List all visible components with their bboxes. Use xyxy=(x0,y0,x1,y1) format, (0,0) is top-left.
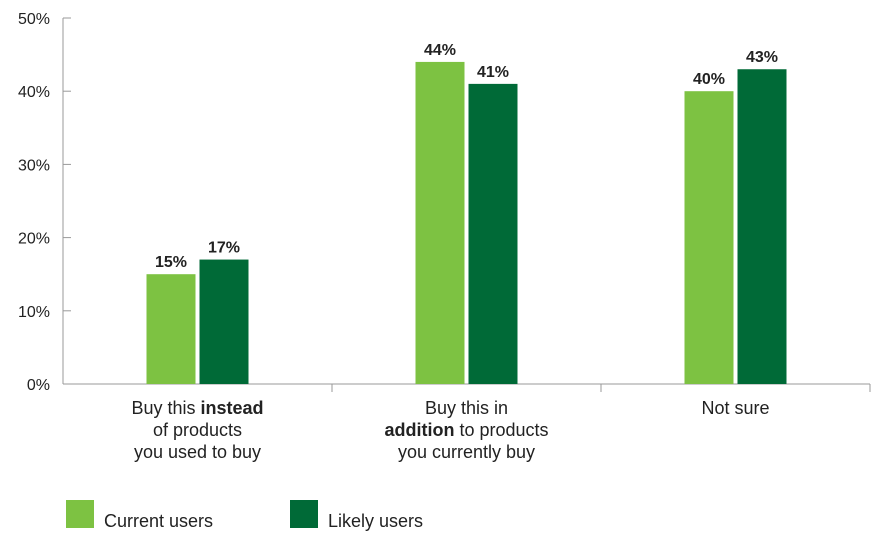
bar-value-label: 40% xyxy=(693,71,725,88)
y-tick-label: 30% xyxy=(18,157,50,174)
y-tick-label: 50% xyxy=(18,11,50,28)
y-tick-label: 0% xyxy=(27,377,50,394)
category-label: addition to products xyxy=(384,420,548,440)
bar xyxy=(684,91,734,384)
legend-label: Likely users xyxy=(328,511,423,531)
chart-legend: Current users Likely users xyxy=(66,500,423,531)
chart-bars xyxy=(146,61,787,385)
legend-label: Current users xyxy=(104,511,213,531)
category-label: of products xyxy=(153,420,242,440)
bar-value-label: 41% xyxy=(477,64,509,81)
chart-data-labels: 15% 17% 44% 41% 40% 43% xyxy=(155,42,778,271)
y-tick-label: 10% xyxy=(18,304,50,321)
category-label: you currently buy xyxy=(398,442,535,462)
category-label: Not sure xyxy=(701,398,769,418)
bar xyxy=(468,83,518,384)
legend-swatch xyxy=(290,500,318,528)
bar-value-label: 17% xyxy=(208,240,240,257)
y-tick-label: 20% xyxy=(18,231,50,248)
category-label: Buy this instead xyxy=(131,398,263,418)
bar-value-label: 15% xyxy=(155,254,187,271)
y-tick-label: 40% xyxy=(18,84,50,101)
bar xyxy=(146,274,196,384)
legend-item: Current users xyxy=(66,500,213,531)
bar-value-label: 44% xyxy=(424,42,456,59)
chart-axes: 0% 10% 20% 30% 40% 50% xyxy=(18,11,871,394)
bar-value-label: 43% xyxy=(746,49,778,66)
legend-item: Likely users xyxy=(290,500,423,531)
bar xyxy=(737,69,787,385)
bar xyxy=(415,61,465,385)
category-label: Buy this in xyxy=(425,398,508,418)
category-label: you used to buy xyxy=(134,442,261,462)
bar xyxy=(199,259,249,384)
legend-swatch xyxy=(66,500,94,528)
